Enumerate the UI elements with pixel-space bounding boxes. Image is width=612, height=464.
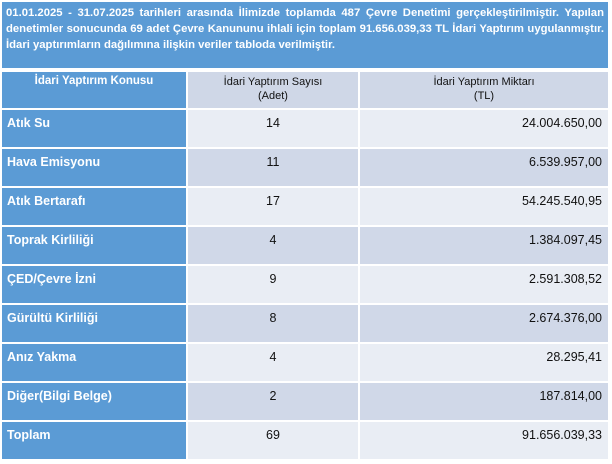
total-row: Toplam 69 91.656.039,33 xyxy=(2,422,608,461)
cell-count: 14 xyxy=(188,110,360,147)
cell-topic: Gürültü Kirliliği xyxy=(2,305,188,342)
cell-count: 17 xyxy=(188,188,360,225)
cell-amount: 2.674.376,00 xyxy=(360,305,608,342)
table-row: Diğer(Bilgi Belge) 2 187.814,00 xyxy=(2,383,608,422)
cell-amount: 91.656.039,33 xyxy=(360,422,608,459)
cell-topic: Toprak Kirliliği xyxy=(2,227,188,264)
cell-topic: Atık Bertarafı xyxy=(2,188,188,225)
cell-topic: Diğer(Bilgi Belge) xyxy=(2,383,188,420)
cell-count: 4 xyxy=(188,344,360,381)
cell-topic: Toplam xyxy=(2,422,188,459)
cell-amount: 6.539.957,00 xyxy=(360,149,608,186)
cell-count: 9 xyxy=(188,266,360,303)
cell-amount: 24.004.650,00 xyxy=(360,110,608,147)
table-row: Atık Su 14 24.004.650,00 xyxy=(2,110,608,149)
cell-count: 8 xyxy=(188,305,360,342)
sanctions-table: İdari Yaptırım Konusu İdari Yaptırım Say… xyxy=(2,72,608,461)
table-row: Atık Bertarafı 17 54.245.540,95 xyxy=(2,188,608,227)
table-row: ÇED/Çevre İzni 9 2.591.308,52 xyxy=(2,266,608,305)
intro-text: 01.01.2025 - 31.07.2025 tarihleri arasın… xyxy=(2,2,608,68)
table-row: Toprak Kirliliği 4 1.384.097,45 xyxy=(2,227,608,266)
cell-count: 69 xyxy=(188,422,360,459)
header-amount-unit: (TL) xyxy=(473,90,495,102)
table-header: İdari Yaptırım Konusu İdari Yaptırım Say… xyxy=(2,72,608,110)
cell-topic: ÇED/Çevre İzni xyxy=(2,266,188,303)
cell-amount: 28.295,41 xyxy=(360,344,608,381)
cell-topic: Atık Su xyxy=(2,110,188,147)
table-row: Hava Emisyonu 11 6.539.957,00 xyxy=(2,149,608,188)
table-row: Gürültü Kirliliği 8 2.674.376,00 xyxy=(2,305,608,344)
header-topic: İdari Yaptırım Konusu xyxy=(2,72,188,108)
header-count: İdari Yaptırım Sayısı (Adet) xyxy=(188,72,360,108)
cell-count: 2 xyxy=(188,383,360,420)
table-row: Anız Yakma 4 28.295,41 xyxy=(2,344,608,383)
cell-amount: 54.245.540,95 xyxy=(360,188,608,225)
header-amount-label: İdari Yaptırım Miktarı xyxy=(433,76,535,88)
header-count-unit: (Adet) xyxy=(258,90,288,102)
cell-amount: 187.814,00 xyxy=(360,383,608,420)
header-amount: İdari Yaptırım Miktarı (TL) xyxy=(360,72,608,108)
header-count-label: İdari Yaptırım Sayısı xyxy=(223,76,323,88)
cell-topic: Hava Emisyonu xyxy=(2,149,188,186)
cell-count: 4 xyxy=(188,227,360,264)
cell-count: 11 xyxy=(188,149,360,186)
cell-amount: 2.591.308,52 xyxy=(360,266,608,303)
cell-topic: Anız Yakma xyxy=(2,344,188,381)
cell-amount: 1.384.097,45 xyxy=(360,227,608,264)
